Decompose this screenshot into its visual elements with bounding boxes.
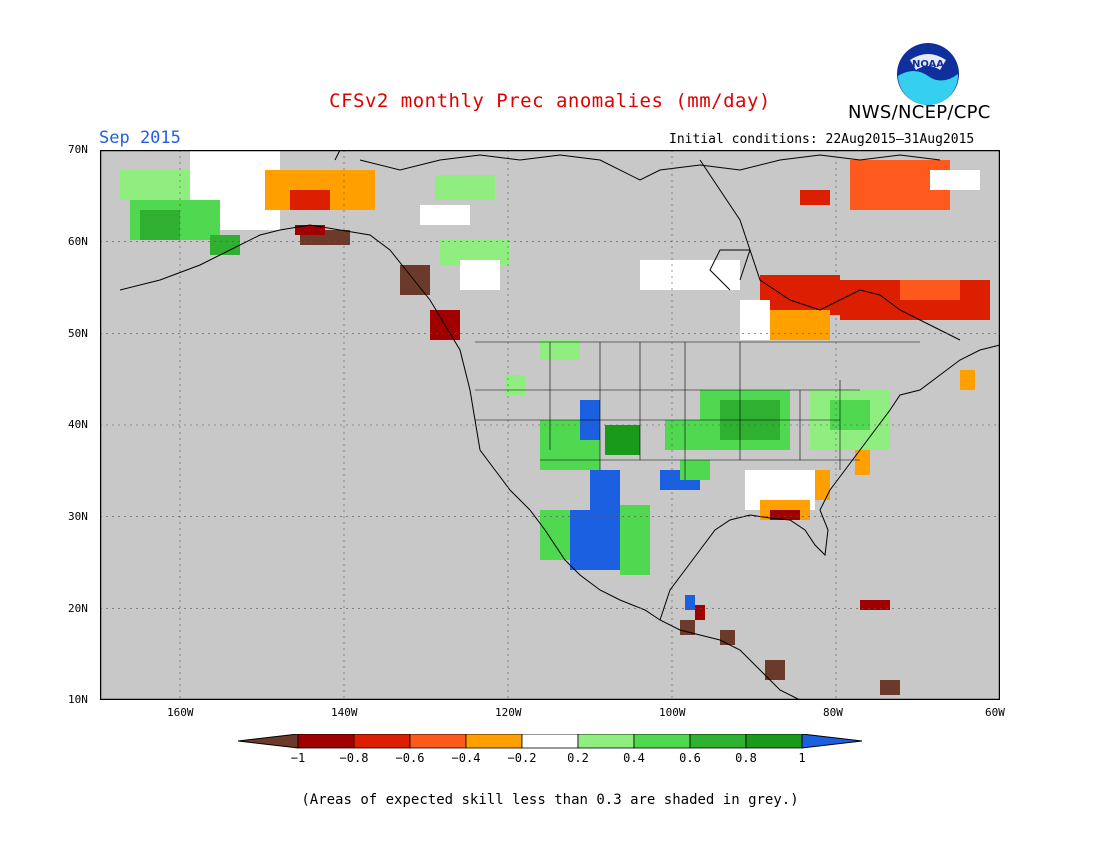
colorbar-swatch (689, 734, 747, 749)
colorbar-swatch (465, 734, 523, 749)
colorbar-tick-label: −0.2 (508, 751, 537, 765)
lat-label: 20N (68, 602, 88, 615)
precip-map (100, 150, 1000, 700)
lon-label: 140W (331, 706, 358, 719)
agency-label: NWS/NCEP/CPC (848, 102, 991, 123)
colorbar-tick-label: 0.8 (735, 751, 757, 765)
logo-text: NOAA (912, 59, 944, 70)
lat-label: 30N (68, 510, 88, 523)
colorbar: −1 −0.8 −0.6 −0.4 −0.2 0.2 0.4 0.6 0.8 1 (238, 734, 862, 765)
lon-label: 100W (659, 706, 686, 719)
noaa-logo-icon: NOAA (897, 43, 959, 106)
month-label: Sep 2015 (99, 128, 181, 148)
grid-lines (100, 150, 1000, 700)
colorbar-tick-label: −1 (291, 751, 305, 765)
colorbar-swatch (297, 734, 355, 749)
colorbar-swatch (353, 734, 411, 749)
colorbar-tick-label: −0.4 (452, 751, 481, 765)
lon-label: 120W (495, 706, 522, 719)
colorbar-swatch (801, 734, 862, 749)
lat-label: 10N (68, 693, 88, 706)
lat-label: 60N (68, 235, 88, 248)
state-borders (475, 341, 920, 480)
initial-conditions-label: Initial conditions: 22Aug2015–31Aug2015 (669, 132, 975, 147)
lon-label: 160W (167, 706, 194, 719)
lat-label: 70N (68, 143, 88, 156)
colorbar-tick-label: 0.6 (679, 751, 701, 765)
colorbar-tick-label: 1 (798, 751, 805, 765)
coastlines (119, 150, 1000, 700)
colorbar-tick-label: −0.6 (396, 751, 425, 765)
lon-label: 80W (823, 706, 843, 719)
lat-label: 40N (68, 418, 88, 431)
lon-label: 60W (985, 706, 1005, 719)
lat-label: 50N (68, 327, 88, 340)
colorbar-swatch (238, 734, 299, 749)
colorbar-swatch (521, 734, 579, 749)
colorbar-swatch (577, 734, 635, 749)
footnote: (Areas of expected skill less than 0.3 a… (301, 792, 799, 808)
colorbar-swatch (633, 734, 691, 749)
map-title: CFSv2 monthly Prec anomalies (mm/day) (329, 90, 771, 112)
colorbar-tick-label: 0.2 (567, 751, 589, 765)
colorbar-swatch (409, 734, 467, 749)
colorbar-swatch (745, 734, 803, 749)
map-frame (100, 150, 1000, 700)
colorbar-tick-label: −0.8 (340, 751, 369, 765)
colorbar-tick-label: 0.4 (623, 751, 645, 765)
